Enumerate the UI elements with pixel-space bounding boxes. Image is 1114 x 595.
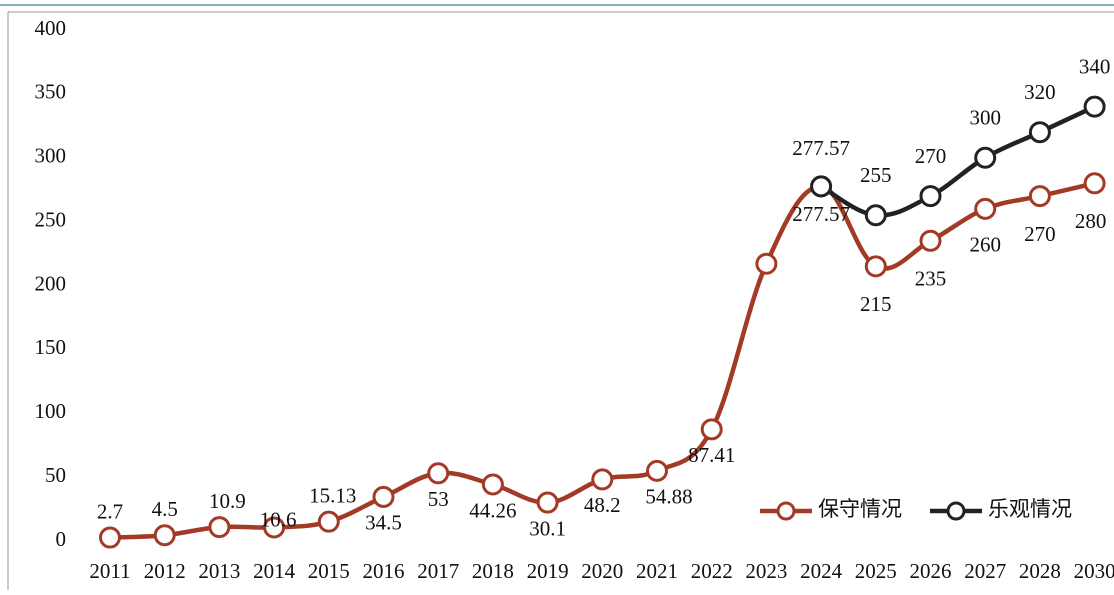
x-tick-label: 2012 xyxy=(144,559,186,583)
x-tick-label: 2026 xyxy=(910,559,952,583)
point xyxy=(864,255,887,278)
data-label: 34.5 xyxy=(365,511,402,535)
x-tick-label: 2018 xyxy=(472,559,514,583)
point xyxy=(317,510,340,533)
data-label: 2.7 xyxy=(97,499,123,523)
point xyxy=(591,468,614,491)
data-label: 280 xyxy=(1075,209,1107,233)
legend-marker xyxy=(946,501,966,521)
point xyxy=(1028,121,1051,144)
y-tick-label: 100 xyxy=(35,399,67,423)
legend-label: 保守情况 xyxy=(818,497,902,521)
point xyxy=(1028,185,1051,208)
data-label: 4.5 xyxy=(152,497,178,521)
data-label: 30.1 xyxy=(529,516,566,540)
y-tick-label: 400 xyxy=(35,16,67,40)
y-tick-label: 300 xyxy=(35,144,67,168)
x-tick-label: 2020 xyxy=(581,559,623,583)
data-label: 54.88 xyxy=(645,485,692,509)
series-line xyxy=(819,104,1096,218)
point xyxy=(208,516,231,539)
point xyxy=(919,185,942,208)
data-label: 87.41 xyxy=(688,443,735,467)
point xyxy=(536,491,559,514)
x-tick-label: 2025 xyxy=(855,559,897,583)
point xyxy=(700,418,723,441)
y-tick-label: 150 xyxy=(35,335,67,359)
point xyxy=(427,462,450,485)
x-tick-label: 2015 xyxy=(308,559,350,583)
x-tick-label: 2011 xyxy=(89,559,130,583)
x-tick-label: 2013 xyxy=(198,559,240,583)
data-label: 270 xyxy=(915,144,947,168)
data-label: 15.13 xyxy=(309,483,356,507)
data-label: 300 xyxy=(969,106,1001,130)
x-tick-label: 2023 xyxy=(745,559,787,583)
data-label: 270 xyxy=(1024,222,1056,246)
y-tick-label: 250 xyxy=(35,207,67,231)
data-label: 44.26 xyxy=(469,498,516,522)
data-label: 277.57 xyxy=(792,202,850,226)
x-tick-label: 2027 xyxy=(964,559,1006,583)
x-tick-label: 2019 xyxy=(527,559,569,583)
data-label: 320 xyxy=(1024,80,1056,104)
y-tick-label: 350 xyxy=(35,80,67,104)
x-tick-label: 2016 xyxy=(363,559,405,583)
x-tick-label: 2030 xyxy=(1074,559,1114,583)
legend-marker xyxy=(776,501,796,521)
point xyxy=(263,516,286,539)
x-tick-label: 2028 xyxy=(1019,559,1061,583)
data-label: 10.9 xyxy=(209,489,246,513)
x-tick-label: 2024 xyxy=(800,559,843,583)
point xyxy=(974,146,997,169)
x-tick-label: 2022 xyxy=(691,559,733,583)
x-tick-label: 2014 xyxy=(253,559,296,583)
point xyxy=(974,197,997,220)
point xyxy=(153,524,176,547)
point xyxy=(99,526,121,549)
point xyxy=(1083,172,1106,195)
point xyxy=(864,204,887,227)
point xyxy=(810,175,833,198)
data-label: 53 xyxy=(428,487,449,511)
point xyxy=(372,485,395,508)
point xyxy=(919,229,942,252)
y-tick-label: 0 xyxy=(56,527,67,551)
data-label: 235 xyxy=(915,267,947,291)
data-label: 340 xyxy=(1079,54,1111,78)
legend-label: 乐观情况 xyxy=(988,497,1072,521)
data-label: 48.2 xyxy=(584,493,621,517)
x-tick-label: 2021 xyxy=(636,559,678,583)
data-label: 260 xyxy=(969,233,1001,257)
point xyxy=(755,252,778,275)
data-label: 255 xyxy=(860,163,892,187)
y-tick-label: 50 xyxy=(45,463,66,487)
y-tick-label: 200 xyxy=(35,271,67,295)
data-label: 10.6 xyxy=(260,507,297,531)
x-tick-label: 2017 xyxy=(417,559,459,583)
point xyxy=(646,459,668,482)
point xyxy=(481,473,504,496)
data-label: 215 xyxy=(860,292,892,316)
point xyxy=(1083,95,1106,118)
data-label: 277.57 xyxy=(792,136,850,160)
